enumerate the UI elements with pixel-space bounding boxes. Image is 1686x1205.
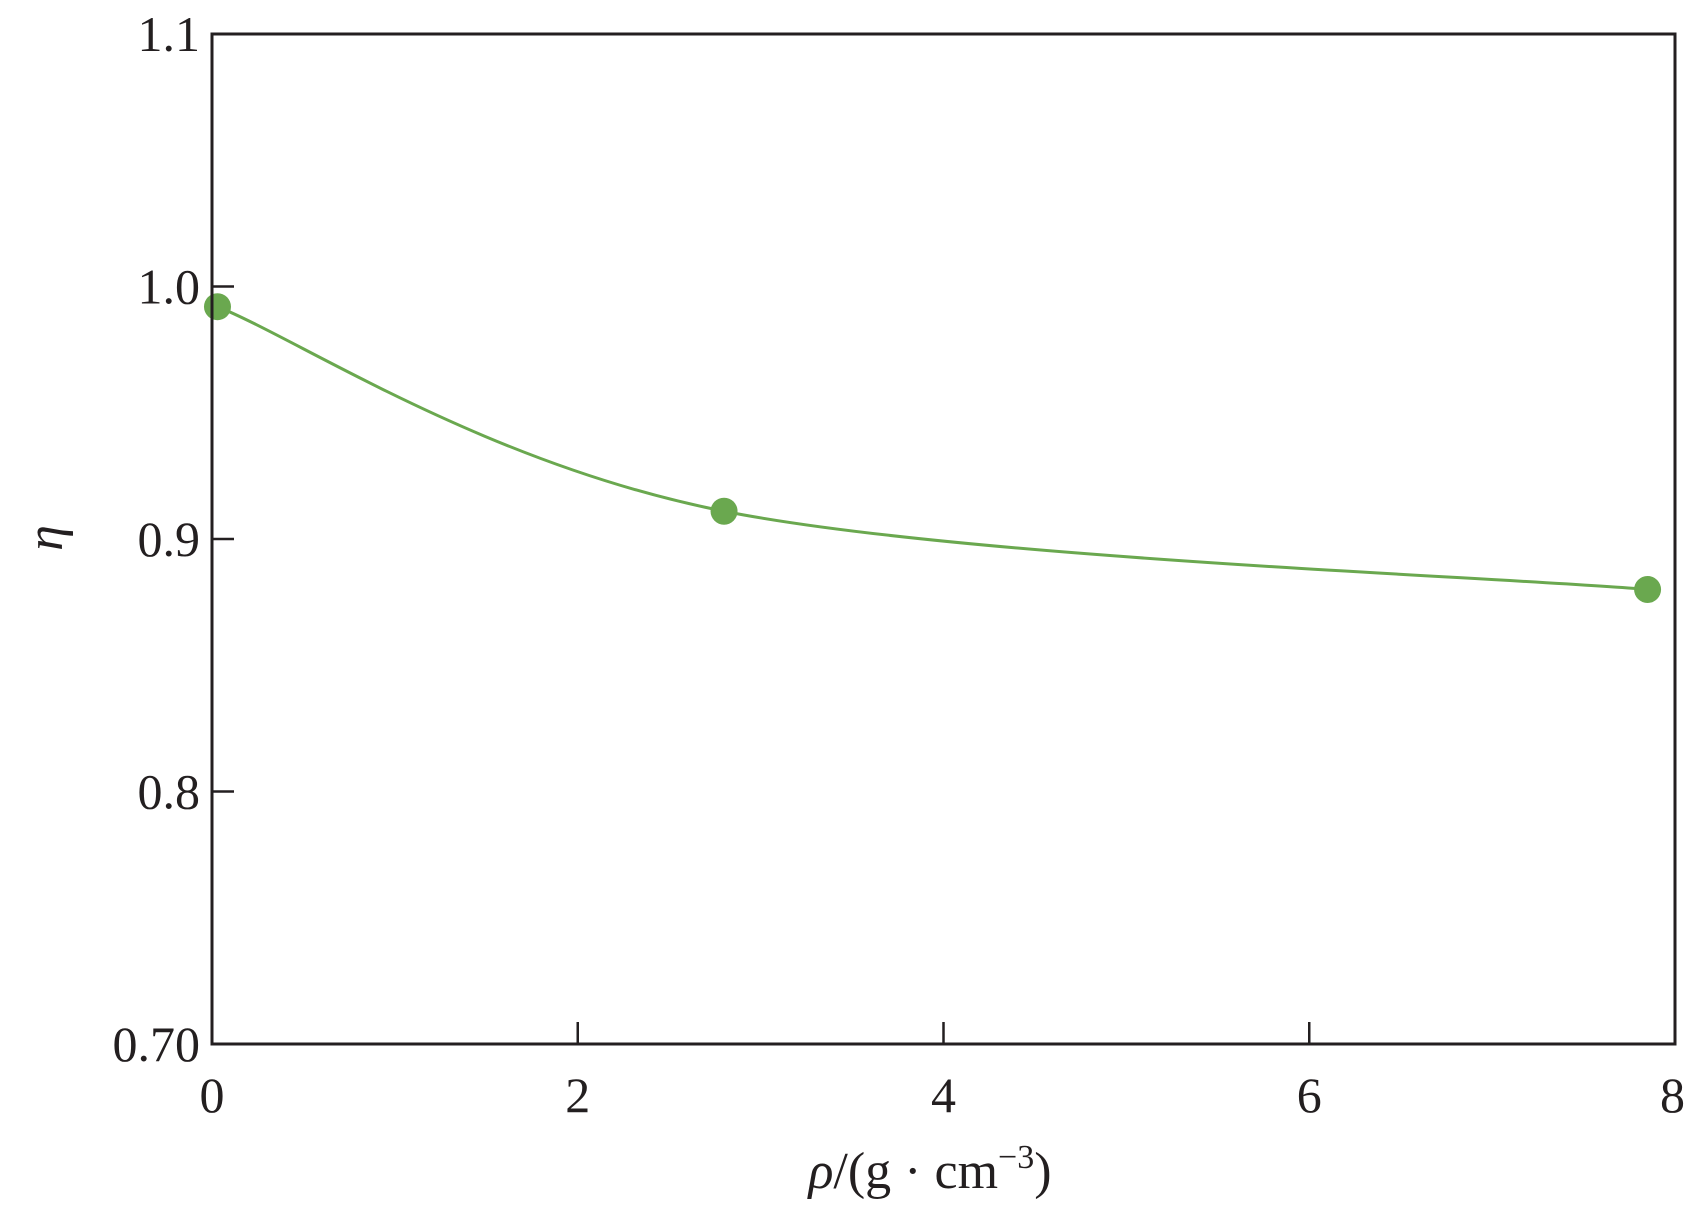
y-tick-label: 1.0	[138, 259, 201, 315]
data-point	[1634, 576, 1662, 603]
plot-frame	[210, 32, 1677, 1046]
y-axis-ticks: 0.70 0.8 0.9 1.0 1.1	[113, 6, 234, 1072]
x-tick-label: 4	[931, 1067, 956, 1123]
data-point	[710, 497, 738, 525]
y-axis-label: η	[17, 525, 74, 551]
y-tick-label: 0.8	[138, 764, 201, 820]
y-axis-label-symbol: η	[17, 525, 74, 551]
x-axis-label-exponent: −3	[998, 1139, 1034, 1176]
y-tick-label: 0.9	[138, 511, 201, 567]
data-point	[203, 293, 231, 321]
x-axis-label: ρ/(g · cm−3)	[806, 1139, 1051, 1200]
x-tick-label: 2	[565, 1067, 590, 1123]
series-line	[216, 305, 1648, 591]
x-axis-ticks: 0 2 4 6 8	[200, 1022, 1685, 1123]
x-tick-label: 0	[200, 1067, 225, 1123]
x-tick-label: 6	[1297, 1067, 1322, 1123]
y-tick-label: 1.1	[138, 6, 201, 62]
x-axis-label-unit: /(g · cm	[833, 1143, 998, 1200]
series-layer	[203, 293, 1662, 603]
x-axis-label-close: )	[1034, 1143, 1051, 1200]
x-axis-label-symbol: ρ	[806, 1143, 833, 1200]
x-tick-label: 8	[1660, 1067, 1685, 1123]
y-tick-label: 0.70	[113, 1016, 201, 1072]
